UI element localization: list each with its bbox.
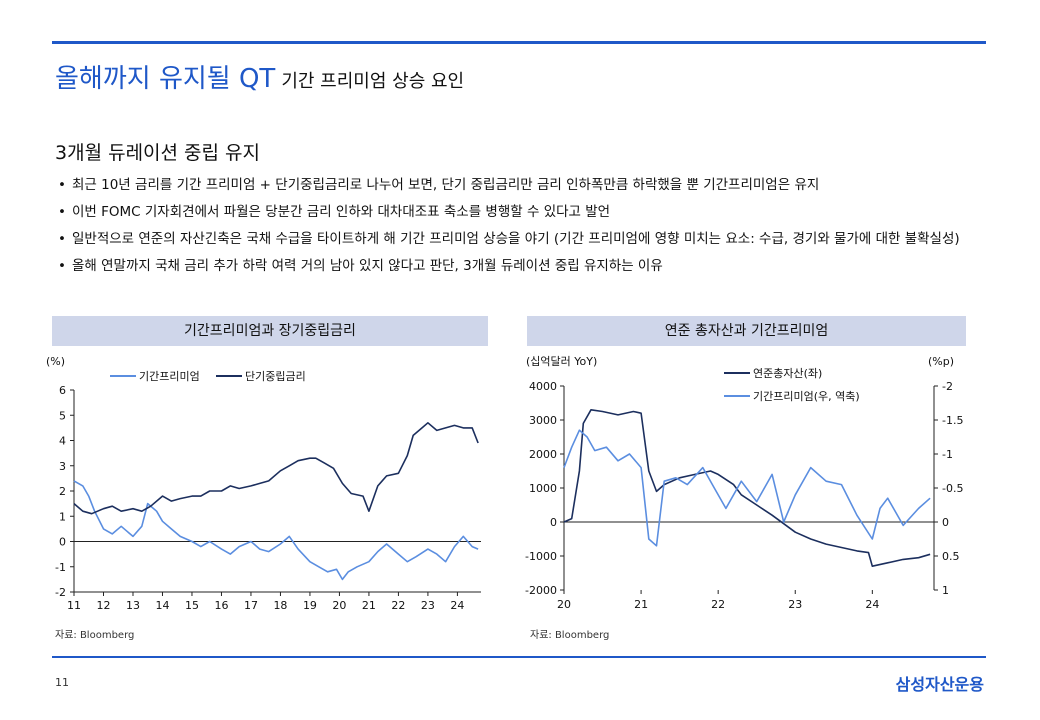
section-heading: 3개월 듀레이션 중립 유지 <box>55 142 261 164</box>
x-tick-label: 15 <box>185 599 199 612</box>
y-tick-label-left: 0 <box>550 516 557 529</box>
y-tick-label-right: -1.5 <box>942 414 963 427</box>
series-line-2 <box>563 429 931 547</box>
chart-2-title: 연준 총자산과 기간프리미엄 <box>527 316 966 346</box>
y-tick-label-left: 4000 <box>529 380 557 393</box>
y-tick-label: 3 <box>59 460 66 473</box>
page-title-sub: 기간 프리미엄 상승 요인 <box>281 71 465 92</box>
y-tick-label-left: 2000 <box>529 448 557 461</box>
x-tick-label: 22 <box>711 598 725 611</box>
x-tick-label: 18 <box>273 599 287 612</box>
x-tick-label: 14 <box>155 599 169 612</box>
bullet-item: 일반적으로 연준의 자산긴축은 국채 수급을 타이트하게 해 기간 프리미엄 상… <box>56 229 986 250</box>
x-tick-label: 13 <box>126 599 140 612</box>
chart-2-source: 자료: Bloomberg <box>530 630 610 641</box>
bullet-item: 최근 10년 금리를 기간 프리미엄 + 단기중립금리로 나누어 보면, 단기 … <box>56 175 986 196</box>
x-tick-label: 24 <box>865 598 879 611</box>
y-tick-label-right: -2 <box>942 380 953 393</box>
x-tick-label: 19 <box>303 599 317 612</box>
y-tick-label-left: 1000 <box>529 482 557 495</box>
chart-1-source: 자료: Bloomberg <box>55 630 135 641</box>
y-tick-label-right: 1 <box>942 584 949 597</box>
x-tick-label: 11 <box>67 599 81 612</box>
y-tick-label: 2 <box>59 485 66 498</box>
bottom-rule <box>52 656 986 658</box>
y-tick-label-right: -0.5 <box>942 482 963 495</box>
fed-assets-term-premium-chart: (십억달러 YoY) (%p)40003000200010000-1000-200… <box>525 355 963 611</box>
x-tick-label: 21 <box>634 598 648 611</box>
x-tick-label: 24 <box>450 599 464 612</box>
x-tick-label: 20 <box>557 598 571 611</box>
brand-logo: 삼성자산운용 <box>895 675 984 694</box>
y-axis-unit-right: (%p) <box>928 355 954 368</box>
legend-label: 단기중립금리 <box>245 370 306 383</box>
y-tick-label-left: 3000 <box>529 414 557 427</box>
bullet-item: 올해 연말까지 국채 금리 추가 하락 여력 거의 남아 있지 않다고 판단, … <box>56 256 986 277</box>
x-tick-label: 12 <box>96 599 110 612</box>
y-tick-label: 0 <box>59 536 66 549</box>
y-tick-label-right: 0.5 <box>942 550 960 563</box>
y-axis-unit: (%) <box>46 355 65 368</box>
top-rule <box>52 41 986 44</box>
y-tick-label: 1 <box>59 510 66 523</box>
x-tick-label: 23 <box>421 599 435 612</box>
x-tick-label: 20 <box>332 599 346 612</box>
x-tick-label: 23 <box>788 598 802 611</box>
series-line-1 <box>73 480 479 581</box>
page-title-main: 올해까지 유지될 QT <box>55 64 276 94</box>
series-line-2 <box>73 422 479 515</box>
legend-label: 연준총자산(좌) <box>753 367 822 380</box>
x-tick-label: 17 <box>244 599 258 612</box>
y-tick-label-left: -2000 <box>525 584 557 597</box>
page-number: 11 <box>55 676 69 689</box>
x-tick-label: 22 <box>391 599 405 612</box>
chart-1-title: 기간프리미엄과 장기중립금리 <box>52 316 488 346</box>
y-tick-label: 5 <box>59 409 66 422</box>
y-tick-label-left: -1000 <box>525 550 557 563</box>
legend-label: 기간프리미엄 <box>139 370 200 383</box>
x-tick-label: 16 <box>214 599 228 612</box>
bullet-list: 최근 10년 금리를 기간 프리미엄 + 단기중립금리로 나누어 보면, 단기 … <box>56 175 986 283</box>
y-axis-unit-left: (십억달러 YoY) <box>526 355 597 368</box>
legend-label: 기간프리미엄(우, 역축) <box>753 390 860 403</box>
y-tick-label-right: 0 <box>942 516 949 529</box>
x-tick-label: 21 <box>362 599 376 612</box>
y-tick-label-right: -1 <box>942 448 953 461</box>
y-tick-label: 6 <box>59 384 66 397</box>
page-title: 올해까지 유지될 QT 기간 프리미엄 상승 요인 <box>55 58 464 95</box>
y-tick-label: -2 <box>55 586 66 599</box>
y-tick-label: -1 <box>55 561 66 574</box>
y-tick-label: 4 <box>59 435 66 448</box>
bullet-item: 이번 FOMC 기자회견에서 파월은 당분간 금리 인하와 대차대조표 축소를 … <box>56 202 986 223</box>
series-line-1 <box>563 408 931 567</box>
